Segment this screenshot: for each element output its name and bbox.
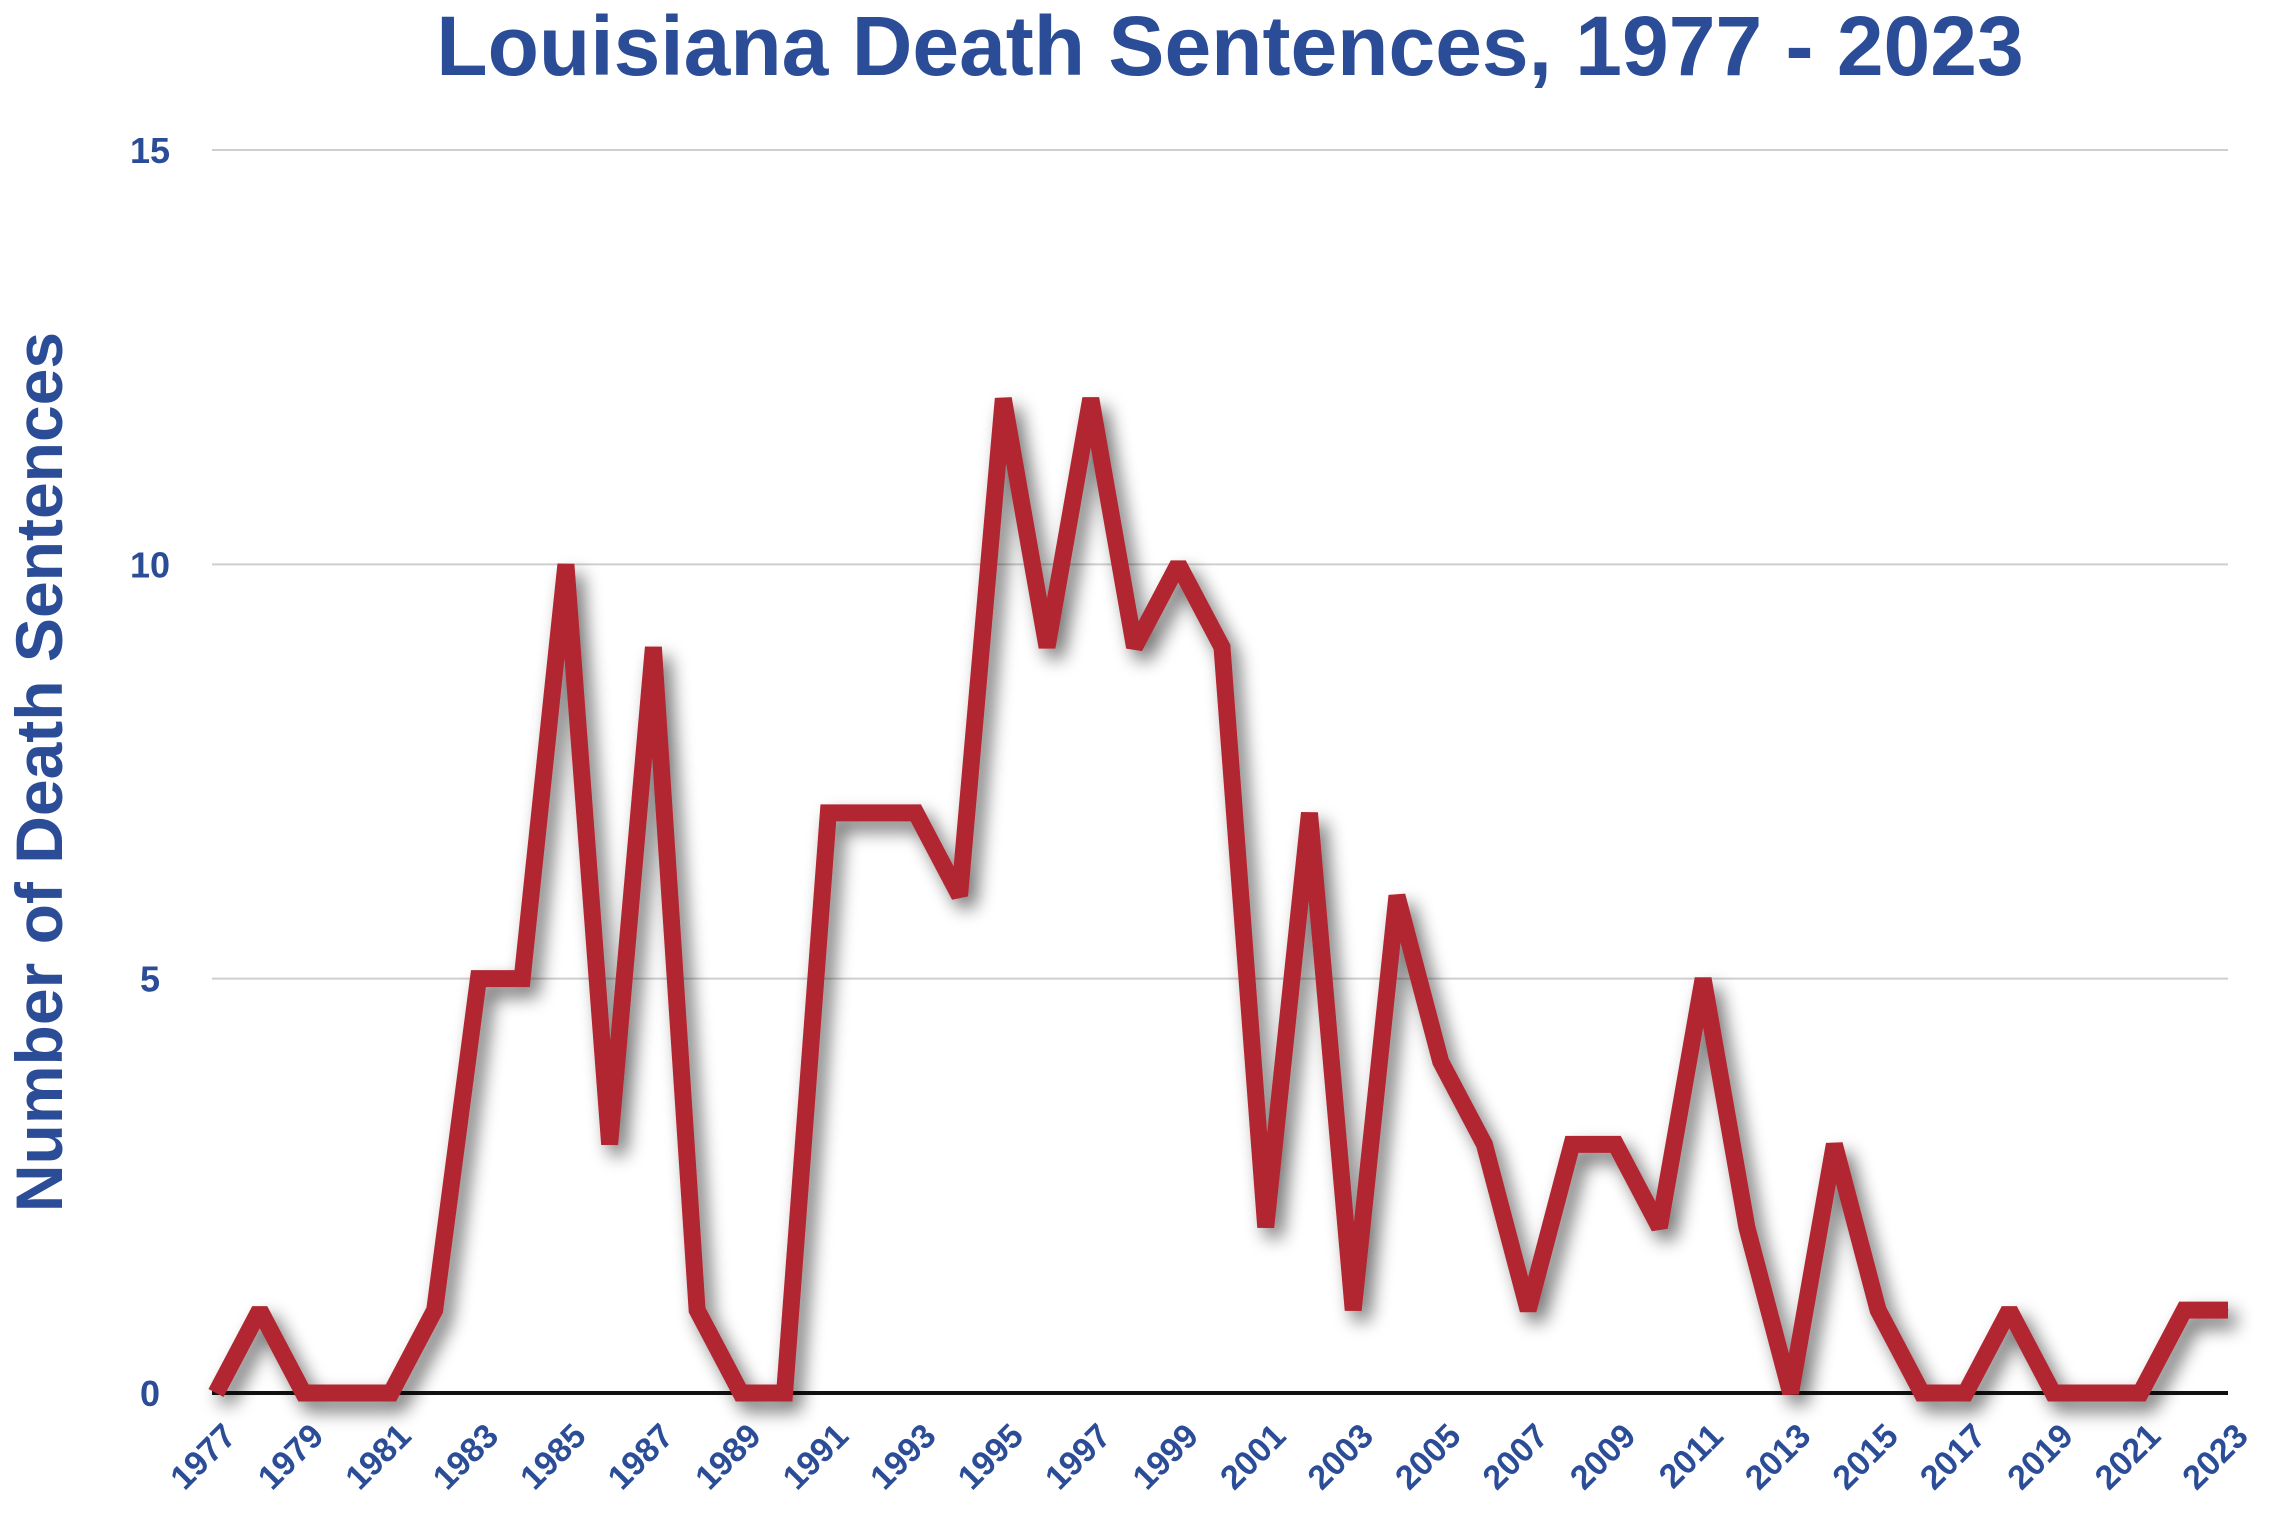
chart-title: Louisiana Death Sentences, 1977 - 2023 — [436, 0, 2023, 93]
x-tick-label: 1987 — [601, 1417, 681, 1497]
data-point — [740, 1392, 742, 1394]
data-point — [1002, 398, 1004, 400]
series-line — [208, 397, 2228, 1402]
data-point — [1396, 895, 1398, 897]
data-point — [1134, 646, 1136, 648]
x-tick-label: 2013 — [1738, 1417, 1818, 1497]
x-tick-label: 1993 — [863, 1417, 943, 1497]
data-point — [565, 563, 567, 565]
data-point — [1177, 563, 1179, 565]
data-point — [1658, 1226, 1660, 1228]
data-point — [1921, 1392, 1923, 1394]
data-point — [871, 812, 873, 814]
data-point — [477, 978, 479, 980]
y-tick-label: 0 — [140, 1373, 160, 1414]
data-point — [1746, 1226, 1748, 1228]
x-tick-label: 1999 — [1126, 1417, 1206, 1497]
data-point — [696, 1309, 698, 1311]
x-tick-label: 2007 — [1475, 1417, 1555, 1497]
data-point — [2183, 1309, 2185, 1311]
data-point — [302, 1392, 304, 1394]
x-tick-label: 1983 — [426, 1417, 506, 1497]
data-point — [1965, 1392, 1967, 1394]
x-tick-label: 2021 — [2088, 1417, 2168, 1497]
x-tick-label: 1979 — [251, 1417, 331, 1497]
data-point — [390, 1392, 392, 1394]
y-tick-label: 15 — [130, 130, 170, 171]
x-tick-label: 1989 — [688, 1417, 768, 1497]
x-tick-label: 2023 — [2175, 1417, 2255, 1497]
data-point — [215, 1392, 217, 1394]
y-axis-label: Number of Death Sentences — [2, 332, 76, 1212]
x-tick-label: 1997 — [1038, 1417, 1118, 1497]
y-tick-label: 10 — [130, 544, 170, 585]
x-tick-label: 1991 — [776, 1417, 856, 1497]
data-point — [1702, 978, 1704, 980]
data-point — [784, 1392, 786, 1394]
x-tick-label: 2003 — [1301, 1417, 1381, 1497]
x-tick-label: 2001 — [1213, 1417, 1293, 1497]
x-tick-label: 2009 — [1563, 1417, 1643, 1497]
data-point — [915, 812, 917, 814]
data-point — [609, 1143, 611, 1145]
x-tick-label: 2005 — [1388, 1417, 1468, 1497]
data-point — [1527, 1309, 1529, 1311]
data-point — [959, 895, 961, 897]
data-point — [2008, 1309, 2010, 1311]
data-point — [827, 812, 829, 814]
x-tick-label: 1985 — [513, 1417, 593, 1497]
data-point — [1352, 1309, 1354, 1311]
x-tick-label: 1995 — [951, 1417, 1031, 1497]
x-tick-label: 2015 — [1825, 1417, 1905, 1497]
x-tick-label: 1977 — [163, 1417, 243, 1497]
data-point — [346, 1392, 348, 1394]
data-point — [1790, 1392, 1792, 1394]
data-point — [2096, 1392, 2098, 1394]
data-point — [1833, 1143, 1835, 1145]
x-tick-label: 2017 — [1913, 1417, 1993, 1497]
data-point — [2052, 1392, 2054, 1394]
data-point — [2227, 1309, 2229, 1311]
data-point — [1571, 1143, 1573, 1145]
data-point — [1221, 646, 1223, 648]
data-point — [521, 978, 523, 980]
x-tick-label: 1981 — [338, 1417, 418, 1497]
data-point — [1877, 1309, 1879, 1311]
data-point — [1265, 1226, 1267, 1228]
data-point — [434, 1309, 436, 1311]
x-tick-label: 2019 — [2000, 1417, 2080, 1497]
data-point — [1483, 1143, 1485, 1145]
data-point — [1615, 1143, 1617, 1145]
data-point — [259, 1309, 261, 1311]
data-point — [1046, 646, 1048, 648]
x-tick-label: 2011 — [1652, 1417, 1731, 1496]
data-point — [1090, 398, 1092, 400]
data-point — [1440, 1061, 1442, 1063]
data-point — [2140, 1392, 2142, 1394]
data-point — [1308, 812, 1310, 814]
data-point — [652, 646, 654, 648]
y-tick-label: 5 — [140, 959, 160, 1000]
